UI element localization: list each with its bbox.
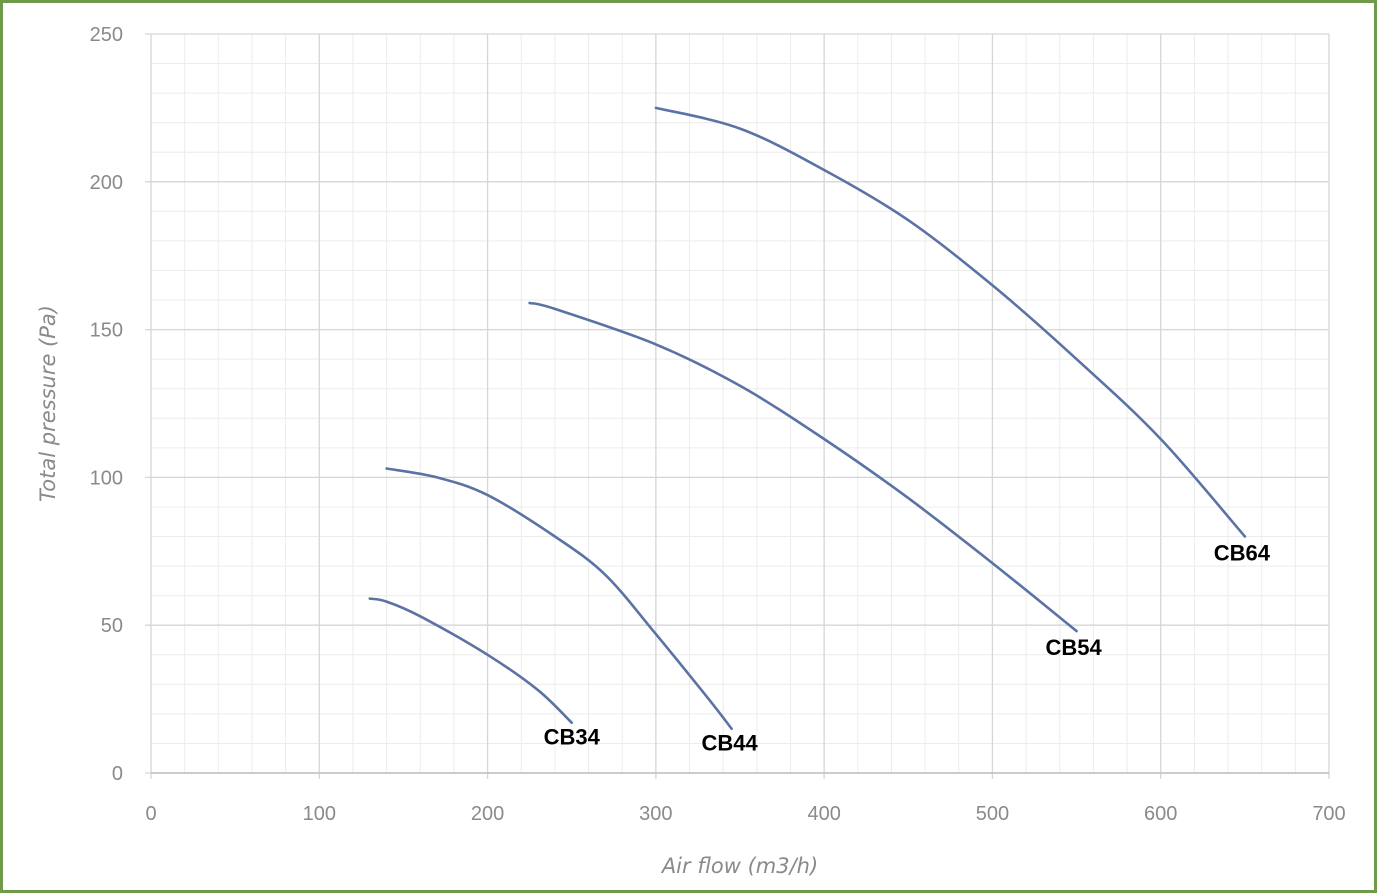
major-gridlines [145, 33, 1330, 779]
y-tick-label: 50 [101, 615, 123, 637]
y-tick-label: 150 [90, 320, 123, 342]
x-tick-label: 600 [1144, 803, 1177, 825]
y-tick-label: 100 [90, 467, 123, 489]
x-tick-label: 100 [303, 803, 336, 825]
series-line-cb34 [368, 597, 573, 724]
series-lines [368, 106, 1247, 730]
y-axis-title: Total pressure (Pa) [36, 305, 60, 502]
series-line-cb44 [385, 467, 733, 730]
x-tick-label: 700 [1312, 803, 1345, 825]
series-labels: CB34 CB44 CB54 CB64 [544, 541, 1271, 756]
series-label-cb34: CB34 [544, 725, 601, 750]
x-tick-label: 200 [471, 803, 504, 825]
x-tick-label: 500 [976, 803, 1009, 825]
y-tick-label: 200 [90, 172, 123, 194]
series-label-cb64: CB64 [1214, 541, 1271, 566]
minor-gridlines [151, 34, 1329, 773]
series-line-cb64 [654, 106, 1247, 538]
x-tick-label: 400 [807, 803, 840, 825]
series-label-cb44: CB44 [701, 731, 758, 756]
series-line-cb54 [528, 301, 1078, 633]
pressure-flow-chart: 0 100 200 300 400 500 600 700 0 50 100 150 200 250 CB… [36, 24, 1346, 878]
x-tick-label: 300 [639, 803, 672, 825]
series-label-cb54: CB54 [1045, 635, 1102, 660]
x-axis-title: Air flow (m3/h) [660, 854, 818, 878]
x-tick-label: 0 [145, 803, 156, 825]
y-tick-label: 0 [112, 763, 123, 785]
axes: 0 100 200 300 400 500 600 700 0 50 100 150 200 250 [90, 24, 1346, 825]
y-tick-label: 250 [90, 24, 123, 46]
